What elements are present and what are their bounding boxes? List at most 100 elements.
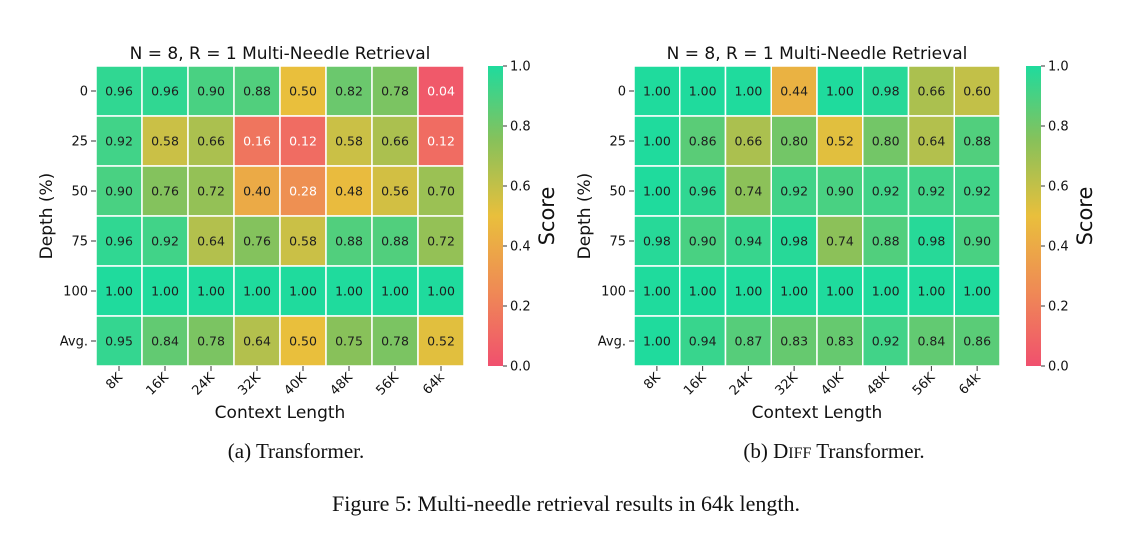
cell-value-label: 0.88: [872, 234, 900, 249]
x-tick-label: 16K: [681, 370, 710, 399]
cell-value-label: 0.90: [963, 234, 991, 249]
heatmap-cell: [417, 65, 465, 117]
x-tick-label: 32K: [235, 370, 264, 399]
heatmap-cell: [907, 265, 955, 317]
cell-value-label: 0.92: [105, 134, 133, 149]
heatmap-cell: [417, 165, 465, 217]
cell-value-label: 0.96: [105, 84, 133, 99]
cell-value-label: 1.00: [289, 284, 317, 299]
cell-value-label: 0.72: [197, 184, 225, 199]
heatmap-cell: [633, 165, 681, 217]
cell-value-label: 0.58: [335, 134, 363, 149]
cell-value-label: 1.00: [963, 284, 991, 299]
cell-value-label: 0.84: [917, 334, 945, 349]
cell-value-label: 0.52: [826, 134, 854, 149]
cell-value-label: 0.58: [151, 134, 179, 149]
heatmap-panel-transformer: N = 8, R = 1 Multi-Needle Retrieval 0.96 0…: [37, 44, 559, 423]
colorbar-label: Score: [1073, 187, 1097, 246]
heatmap-cell: [770, 215, 818, 267]
heatmap-cell: [233, 165, 281, 217]
y-tick-label: 75: [71, 235, 88, 250]
cell-value-label: 0.76: [151, 184, 179, 199]
cell-value-label: 0.94: [689, 334, 717, 349]
cell-value-label: 1.00: [826, 84, 854, 99]
cell-value-label: 0.98: [643, 234, 671, 249]
heatmap-cell: [141, 315, 189, 367]
cell-value-label: 0.88: [963, 134, 991, 149]
x-tick-label: 8K: [641, 370, 664, 393]
x-tick-label: 48K: [327, 370, 356, 399]
colorbar-tick-label: 0.0: [1048, 360, 1069, 375]
cell-value-label: 0.80: [780, 134, 808, 149]
heatmap-cell: [417, 115, 465, 167]
colorbar: [1026, 66, 1041, 366]
x-tick-label: 64k: [420, 370, 448, 398]
heatmap-cell: [816, 265, 864, 317]
y-tick-label: 0: [618, 85, 626, 100]
cell-value-label: 0.96: [151, 84, 179, 99]
heatmap-cell: [679, 115, 727, 167]
heatmap-cell: [371, 315, 419, 367]
heatmap-cell: [371, 215, 419, 267]
subcaption-a: (a) Transformer.: [228, 439, 365, 463]
x-tick-label: 40K: [818, 370, 847, 399]
cell-value-label: 1.00: [643, 134, 671, 149]
cell-value-label: 0.80: [872, 134, 900, 149]
heatmap-cell: [325, 165, 373, 217]
colorbar-tick-label: 0.8: [1048, 120, 1069, 135]
heatmap-cell: [953, 65, 1001, 117]
heatmap-cell: [279, 215, 327, 267]
cell-value-label: 0.12: [289, 134, 317, 149]
heatmap-cell: [141, 115, 189, 167]
heatmap-cell: [187, 215, 235, 267]
cell-value-label: 0.90: [826, 184, 854, 199]
cell-value-label: 0.66: [381, 134, 409, 149]
cell-value-label: 0.64: [243, 334, 271, 349]
heatmap-cell: [907, 215, 955, 267]
y-tick-label: Avg.: [60, 335, 88, 350]
heatmap-cell: [953, 115, 1001, 167]
cell-value-label: 0.86: [689, 134, 717, 149]
cell-value-label: 0.48: [335, 184, 363, 199]
cell-value-label: 1.00: [643, 284, 671, 299]
cell-value-label: 0.76: [243, 234, 271, 249]
cell-value-label: 0.87: [734, 334, 762, 349]
colorbar-tick-label: 0.2: [1048, 300, 1069, 315]
heatmap-cell: [953, 215, 1001, 267]
cell-value-label: 1.00: [643, 84, 671, 99]
colorbar-tick-label: 0.4: [510, 240, 531, 255]
chart-title: N = 8, R = 1 Multi-Needle Retrieval: [130, 44, 431, 64]
y-tick-label: 25: [71, 135, 88, 150]
heatmap-cell: [325, 115, 373, 167]
cell-value-label: 0.52: [427, 334, 455, 349]
cell-value-label: 1.00: [643, 184, 671, 199]
cell-value-label: 1.00: [689, 84, 717, 99]
cell-value-label: 0.84: [151, 334, 179, 349]
cell-value-label: 0.12: [427, 134, 455, 149]
heatmap-cell: [371, 165, 419, 217]
cell-value-label: 0.75: [335, 334, 363, 349]
cell-value-label: 0.64: [917, 134, 945, 149]
x-tick-label: 24K: [189, 370, 218, 399]
heatmap-cell: [325, 65, 373, 117]
cell-value-label: 1.00: [643, 334, 671, 349]
colorbar-tick-label: 0.0: [510, 360, 531, 375]
x-tick-label: 40K: [281, 370, 310, 399]
colorbar-tick-label: 0.4: [1048, 240, 1069, 255]
colorbar-tick-label: 0.6: [1048, 180, 1069, 195]
cell-value-label: 0.86: [963, 334, 991, 349]
cell-value-label: 0.96: [105, 234, 133, 249]
cell-value-label: 1.00: [197, 284, 225, 299]
heatmap-cell: [279, 265, 327, 317]
colorbar-tick-label: 0.8: [510, 120, 531, 135]
x-tick-label: 56K: [910, 370, 939, 399]
heatmap-cell: [724, 165, 772, 217]
heatmap-cell: [417, 315, 465, 367]
x-tick-label: 24K: [727, 370, 756, 399]
cell-value-label: 1.00: [689, 284, 717, 299]
cell-value-label: 0.94: [734, 234, 762, 249]
cell-value-label: 1.00: [335, 284, 363, 299]
y-tick-label: 75: [609, 235, 626, 250]
y-tick-label: 50: [71, 185, 88, 200]
